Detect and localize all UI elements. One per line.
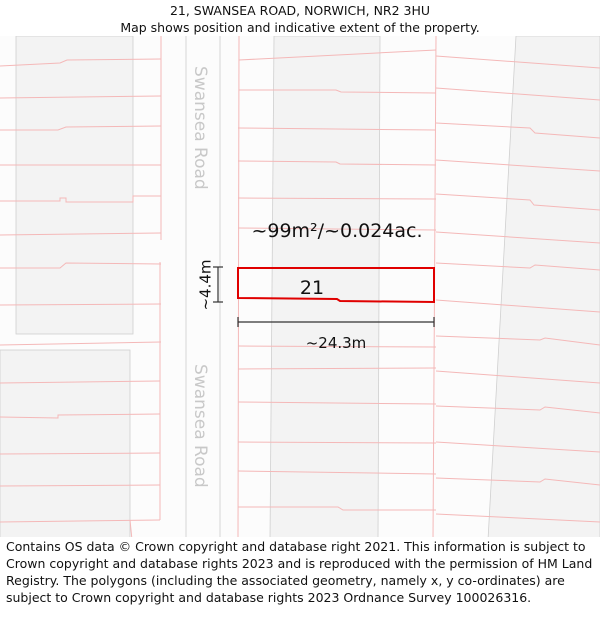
area-label: ~99m²/~0.024ac. (251, 220, 422, 242)
building-blocks (0, 36, 600, 537)
width-label: ~24.3m (306, 334, 367, 352)
road-edges (185, 36, 221, 537)
height-label: ~4.4m (197, 259, 215, 310)
copyright-notice: Contains OS data © Crown copyright and d… (6, 539, 593, 605)
map-subtitle: Map shows position and indicative extent… (120, 20, 480, 35)
road-label-bottom: Swansea Road (190, 364, 210, 488)
road-label-top: Swansea Road (190, 66, 210, 190)
height-dimension (213, 266, 223, 303)
property-map[interactable]: Swansea Road Swansea Road ~99m²/~0.024ac… (0, 36, 600, 537)
property-address-title: 21, SWANSEA ROAD, NORWICH, NR2 3HU (169, 3, 431, 18)
plot-number-label: 21 (300, 277, 324, 299)
width-dimension (237, 317, 435, 327)
map-header: 21, SWANSEA ROAD, NORWICH, NR2 3HU Map s… (0, 0, 600, 36)
parcel-boundaries (0, 36, 600, 537)
property-boundary[interactable] (237, 267, 435, 304)
